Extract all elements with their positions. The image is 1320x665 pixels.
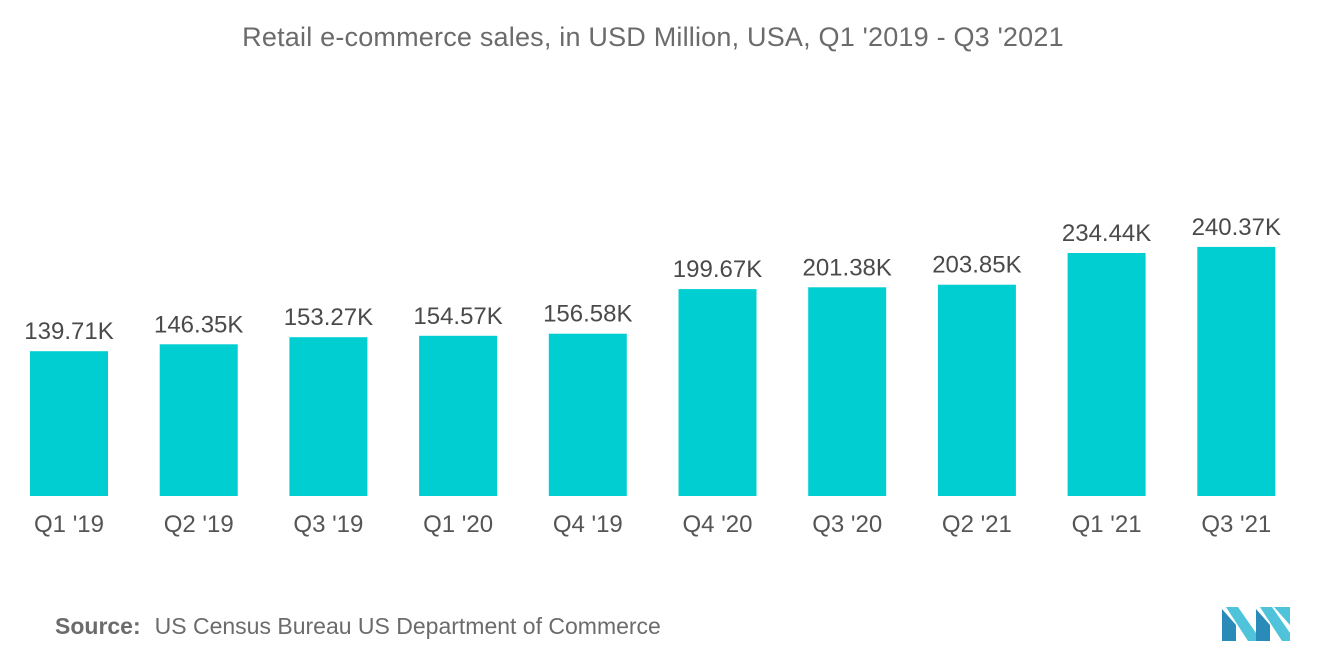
bar-7 — [808, 287, 887, 496]
x-tick-label-9: Q1 '21 — [1072, 511, 1142, 538]
chart-title: Retail e-commerce sales, in USD Million,… — [242, 22, 1064, 52]
source-label: Source: — [55, 613, 141, 639]
value-label-1: 139.71K — [24, 318, 113, 345]
x-tick-label-5: Q4 '19 — [553, 511, 623, 538]
x-tick-label-3: Q3 '19 — [293, 511, 363, 538]
x-tick-label-2: Q2 '19 — [164, 511, 234, 538]
mordor-intelligence-logo-icon — [1222, 607, 1290, 641]
value-label-10: 240.37K — [1192, 214, 1281, 241]
value-label-3: 153.27K — [284, 304, 373, 331]
x-tick-label-7: Q3 '20 — [812, 511, 882, 538]
x-tick-label-10: Q3 '21 — [1201, 511, 1271, 538]
x-tick-label-1: Q1 '19 — [34, 511, 104, 538]
value-label-4: 154.57K — [413, 303, 502, 330]
bar-4 — [419, 335, 498, 496]
bar-8 — [937, 284, 1016, 496]
bar-10 — [1197, 246, 1276, 496]
x-axis-tick-labels: Q1 '19 Q2 '19 Q3 '19 Q1 '20 Q4 '19 Q4 '20 Q3 '… — [34, 511, 1271, 538]
x-tick-label-8: Q2 '21 — [942, 511, 1012, 538]
source-note: Source: US Census Bureau US Department of… — [55, 613, 661, 640]
bar-1 — [30, 351, 108, 496]
bar-2 — [159, 344, 238, 496]
bar-3 — [289, 337, 368, 496]
bars-group — [30, 246, 1276, 496]
value-label-8: 203.85K — [932, 252, 1021, 279]
bar-chart: 139.71K 146.35K 153.27K 154.57K 156.58K 199.6… — [24, 214, 1281, 538]
x-tick-label-4: Q1 '20 — [423, 511, 493, 538]
value-label-9: 234.44K — [1062, 220, 1151, 247]
x-tick-label-6: Q4 '20 — [683, 511, 753, 538]
value-label-5: 156.58K — [543, 301, 632, 328]
bar-9 — [1067, 253, 1146, 496]
value-label-2: 146.35K — [154, 311, 243, 338]
bar-5 — [548, 333, 627, 496]
value-label-7: 201.38K — [802, 254, 891, 281]
value-labels-group: 139.71K 146.35K 153.27K 154.57K 156.58K 199.6… — [24, 214, 1281, 345]
bar-6 — [678, 289, 757, 496]
source-text: US Census Bureau US Department of Commer… — [154, 613, 661, 639]
value-label-6: 199.67K — [673, 256, 762, 283]
